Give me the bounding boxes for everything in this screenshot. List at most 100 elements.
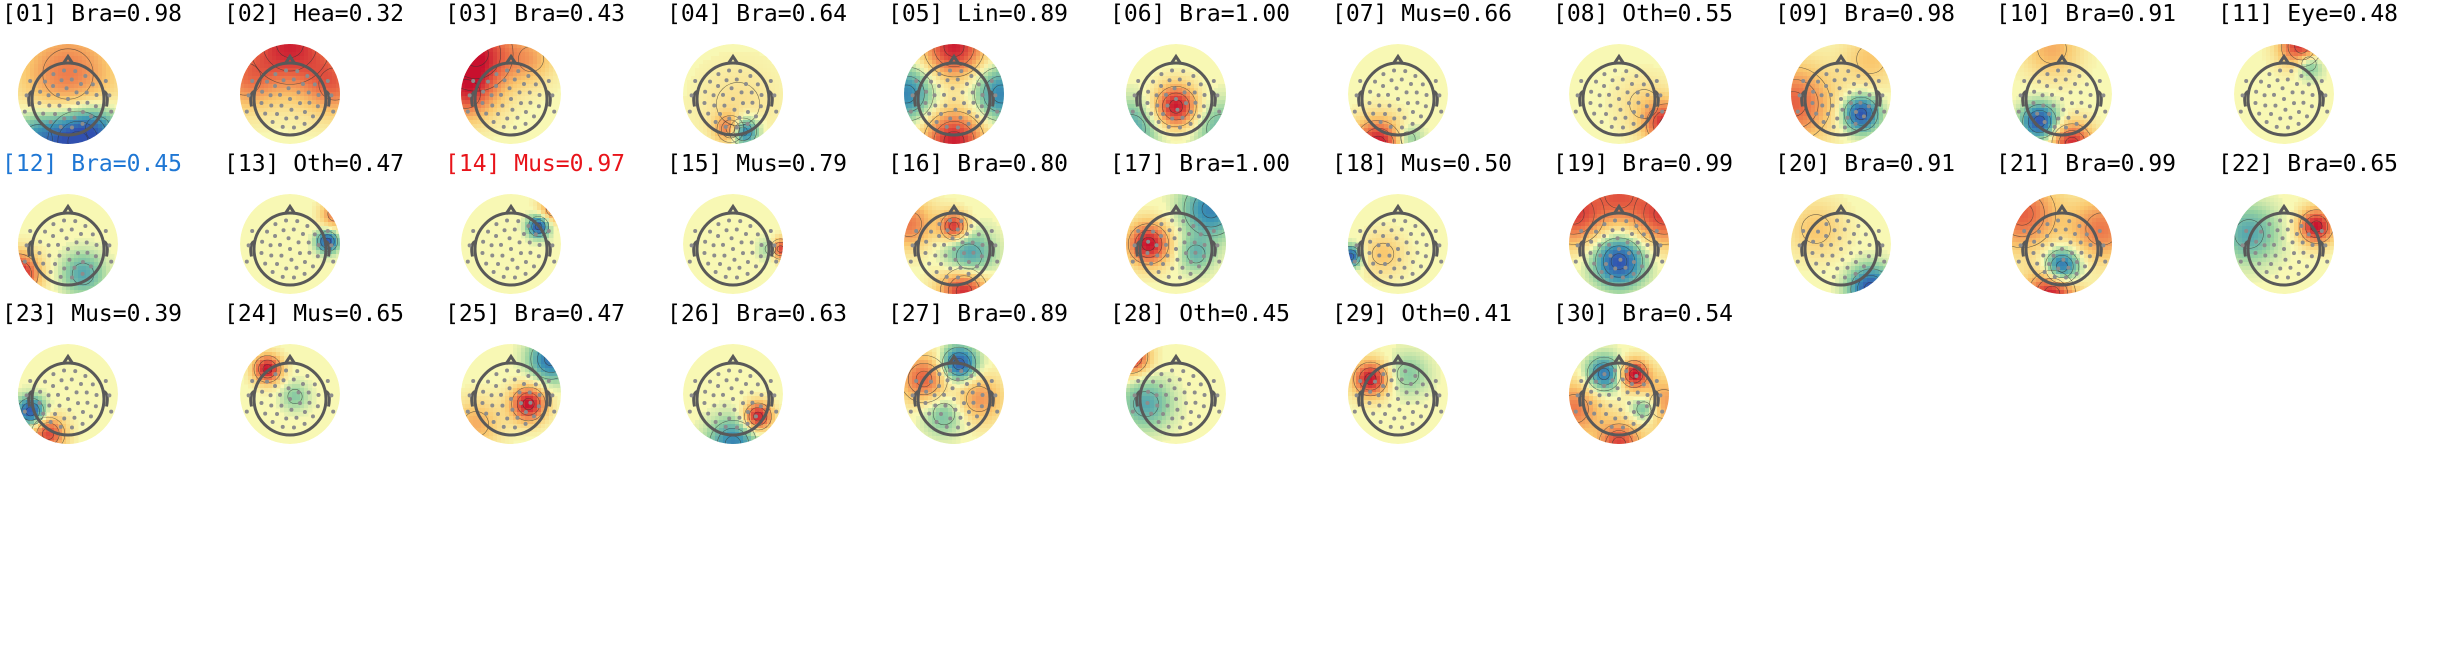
sensor-dot <box>2082 114 2087 119</box>
sensor-dot <box>2283 107 2288 112</box>
component-21[interactable]: [21] Bra=0.99 <box>1994 150 2220 380</box>
sensor-dot <box>2254 239 2259 244</box>
sensor-dot <box>499 242 504 247</box>
component-13[interactable]: [13] Oth=0.47 <box>222 150 448 380</box>
sensor-dot <box>703 239 708 244</box>
component-26[interactable]: [26] Bra=0.63 <box>665 300 891 530</box>
sensor-dot <box>1660 409 1665 414</box>
head-outline <box>1803 61 1879 137</box>
component-20[interactable]: [20] Bra=0.91 <box>1773 150 1999 380</box>
sensor-dot <box>2035 261 2040 266</box>
sensor-dot <box>1624 219 1629 224</box>
component-25[interactable]: [25] Bra=0.47 <box>443 300 669 530</box>
component-15[interactable]: [15] Mus=0.79 <box>665 150 891 380</box>
nose-outline <box>504 53 518 65</box>
component-09[interactable]: [09] Bra=0.98 <box>1773 0 1999 230</box>
sensor-dot <box>937 234 942 239</box>
sensor-dot <box>739 390 744 395</box>
component-23[interactable]: [23] Mus=0.39 <box>0 300 226 530</box>
component-16[interactable]: [16] Bra=0.80 <box>886 150 1112 380</box>
component-22[interactable]: [22] Bra=0.65 <box>2216 150 2438 380</box>
sensor-dot <box>2088 243 2093 248</box>
contour-line <box>753 411 763 422</box>
component-10[interactable]: [10] Bra=0.91 <box>1994 0 2220 230</box>
sensor-dot <box>712 103 717 108</box>
component-18[interactable]: [18] Mus=0.50 <box>1330 150 1556 380</box>
sensor-dot <box>67 407 72 412</box>
component-01[interactable]: [01] Bra=0.98 <box>0 0 226 230</box>
sensor-dot <box>955 227 960 232</box>
sensor-dot <box>937 372 942 377</box>
sensor-dot <box>273 234 278 239</box>
sensor-dot <box>37 250 42 255</box>
sensor-dot <box>1437 393 1442 398</box>
sensor-dot <box>738 369 743 374</box>
left-ear-outline <box>913 90 919 107</box>
sensor-dot <box>1399 125 1404 130</box>
sensor-dot <box>1882 109 1887 114</box>
component-19[interactable]: [19] Bra=0.99 <box>1551 150 1777 380</box>
component-17[interactable]: [17] Bra=1.00 <box>1108 150 1334 380</box>
sensor-dot <box>512 275 517 280</box>
component-11[interactable]: [11] Eye=0.48 <box>2216 0 2438 230</box>
sensor-dot <box>2097 229 2102 233</box>
component-24[interactable]: [24] Mus=0.65 <box>222 300 448 530</box>
sensor-dot <box>914 79 919 83</box>
component-30[interactable]: [30] Bra=0.54 <box>1551 300 1777 530</box>
sensor-dot <box>263 111 268 116</box>
sensor-dot <box>718 411 723 416</box>
sensor-dot <box>88 114 93 119</box>
sensor-dot <box>56 242 61 247</box>
sensor-dot <box>1159 234 1164 239</box>
nose-outline <box>1391 353 1405 365</box>
component-27[interactable]: [27] Bra=0.89 <box>886 300 1112 530</box>
sensor-dot <box>689 243 694 248</box>
sensor-dot <box>969 74 974 79</box>
component-04[interactable]: [04] Bra=0.64 <box>665 0 891 230</box>
component-label: [20] Bra=0.91 <box>1775 151 1956 177</box>
sensor-dot <box>952 247 956 251</box>
sensor-dot <box>1599 419 1604 424</box>
sensor-dot <box>1842 227 1847 232</box>
left-ear-outline <box>27 240 33 257</box>
sensor-dot <box>1181 219 1186 224</box>
sensor-dot <box>2045 222 2050 227</box>
sensor-dot <box>490 403 495 408</box>
component-29[interactable]: [29] Oth=0.41 <box>1330 300 1556 530</box>
sensor-dot <box>1588 250 1593 255</box>
component-14[interactable]: [14] Mus=0.97 <box>443 150 669 380</box>
component-12[interactable]: [12] Bra=0.45 <box>0 150 226 380</box>
component-28[interactable]: [28] Oth=0.45 <box>1108 300 1334 530</box>
sensor-dot <box>94 243 99 248</box>
sensor-dot <box>1795 109 1800 114</box>
sensor-dot <box>1174 247 1178 251</box>
component-06[interactable]: [06] Bra=1.00 <box>1108 0 1334 230</box>
component-05[interactable]: [05] Lin=0.89 <box>886 0 1112 230</box>
sensor-dot <box>1170 68 1175 73</box>
sensor-dot <box>1196 264 1201 269</box>
sensor-dot <box>78 232 83 237</box>
sensor-dot <box>937 84 942 89</box>
sensor-dot <box>72 115 77 120</box>
sensor-dot <box>960 90 965 95</box>
topomap <box>904 344 1004 444</box>
component-02[interactable]: [02] Hea=0.32 <box>222 0 448 230</box>
sensor-dot <box>2041 253 2046 258</box>
component-07[interactable]: [07] Mus=0.66 <box>1330 0 1556 230</box>
sensor-dot <box>1392 416 1397 421</box>
sensor-dot <box>970 390 975 395</box>
sensor-dot <box>2101 93 2106 98</box>
contour-line <box>461 44 502 80</box>
sensor-dot <box>2325 109 2330 114</box>
sensor-dot <box>1867 93 1872 98</box>
sensor-dot <box>1368 89 1373 94</box>
component-08[interactable]: [08] Oth=0.55 <box>1551 0 1777 230</box>
sensor-dot <box>523 421 528 426</box>
sensor-dot <box>2018 93 2023 98</box>
sensor-dot <box>1846 69 1851 74</box>
component-03[interactable]: [03] Bra=0.43 <box>443 0 669 230</box>
sensor-dot <box>1358 229 1363 233</box>
sensor-dot <box>480 400 485 405</box>
sensor-dot <box>955 77 960 82</box>
sensor-dot <box>1625 90 1630 95</box>
